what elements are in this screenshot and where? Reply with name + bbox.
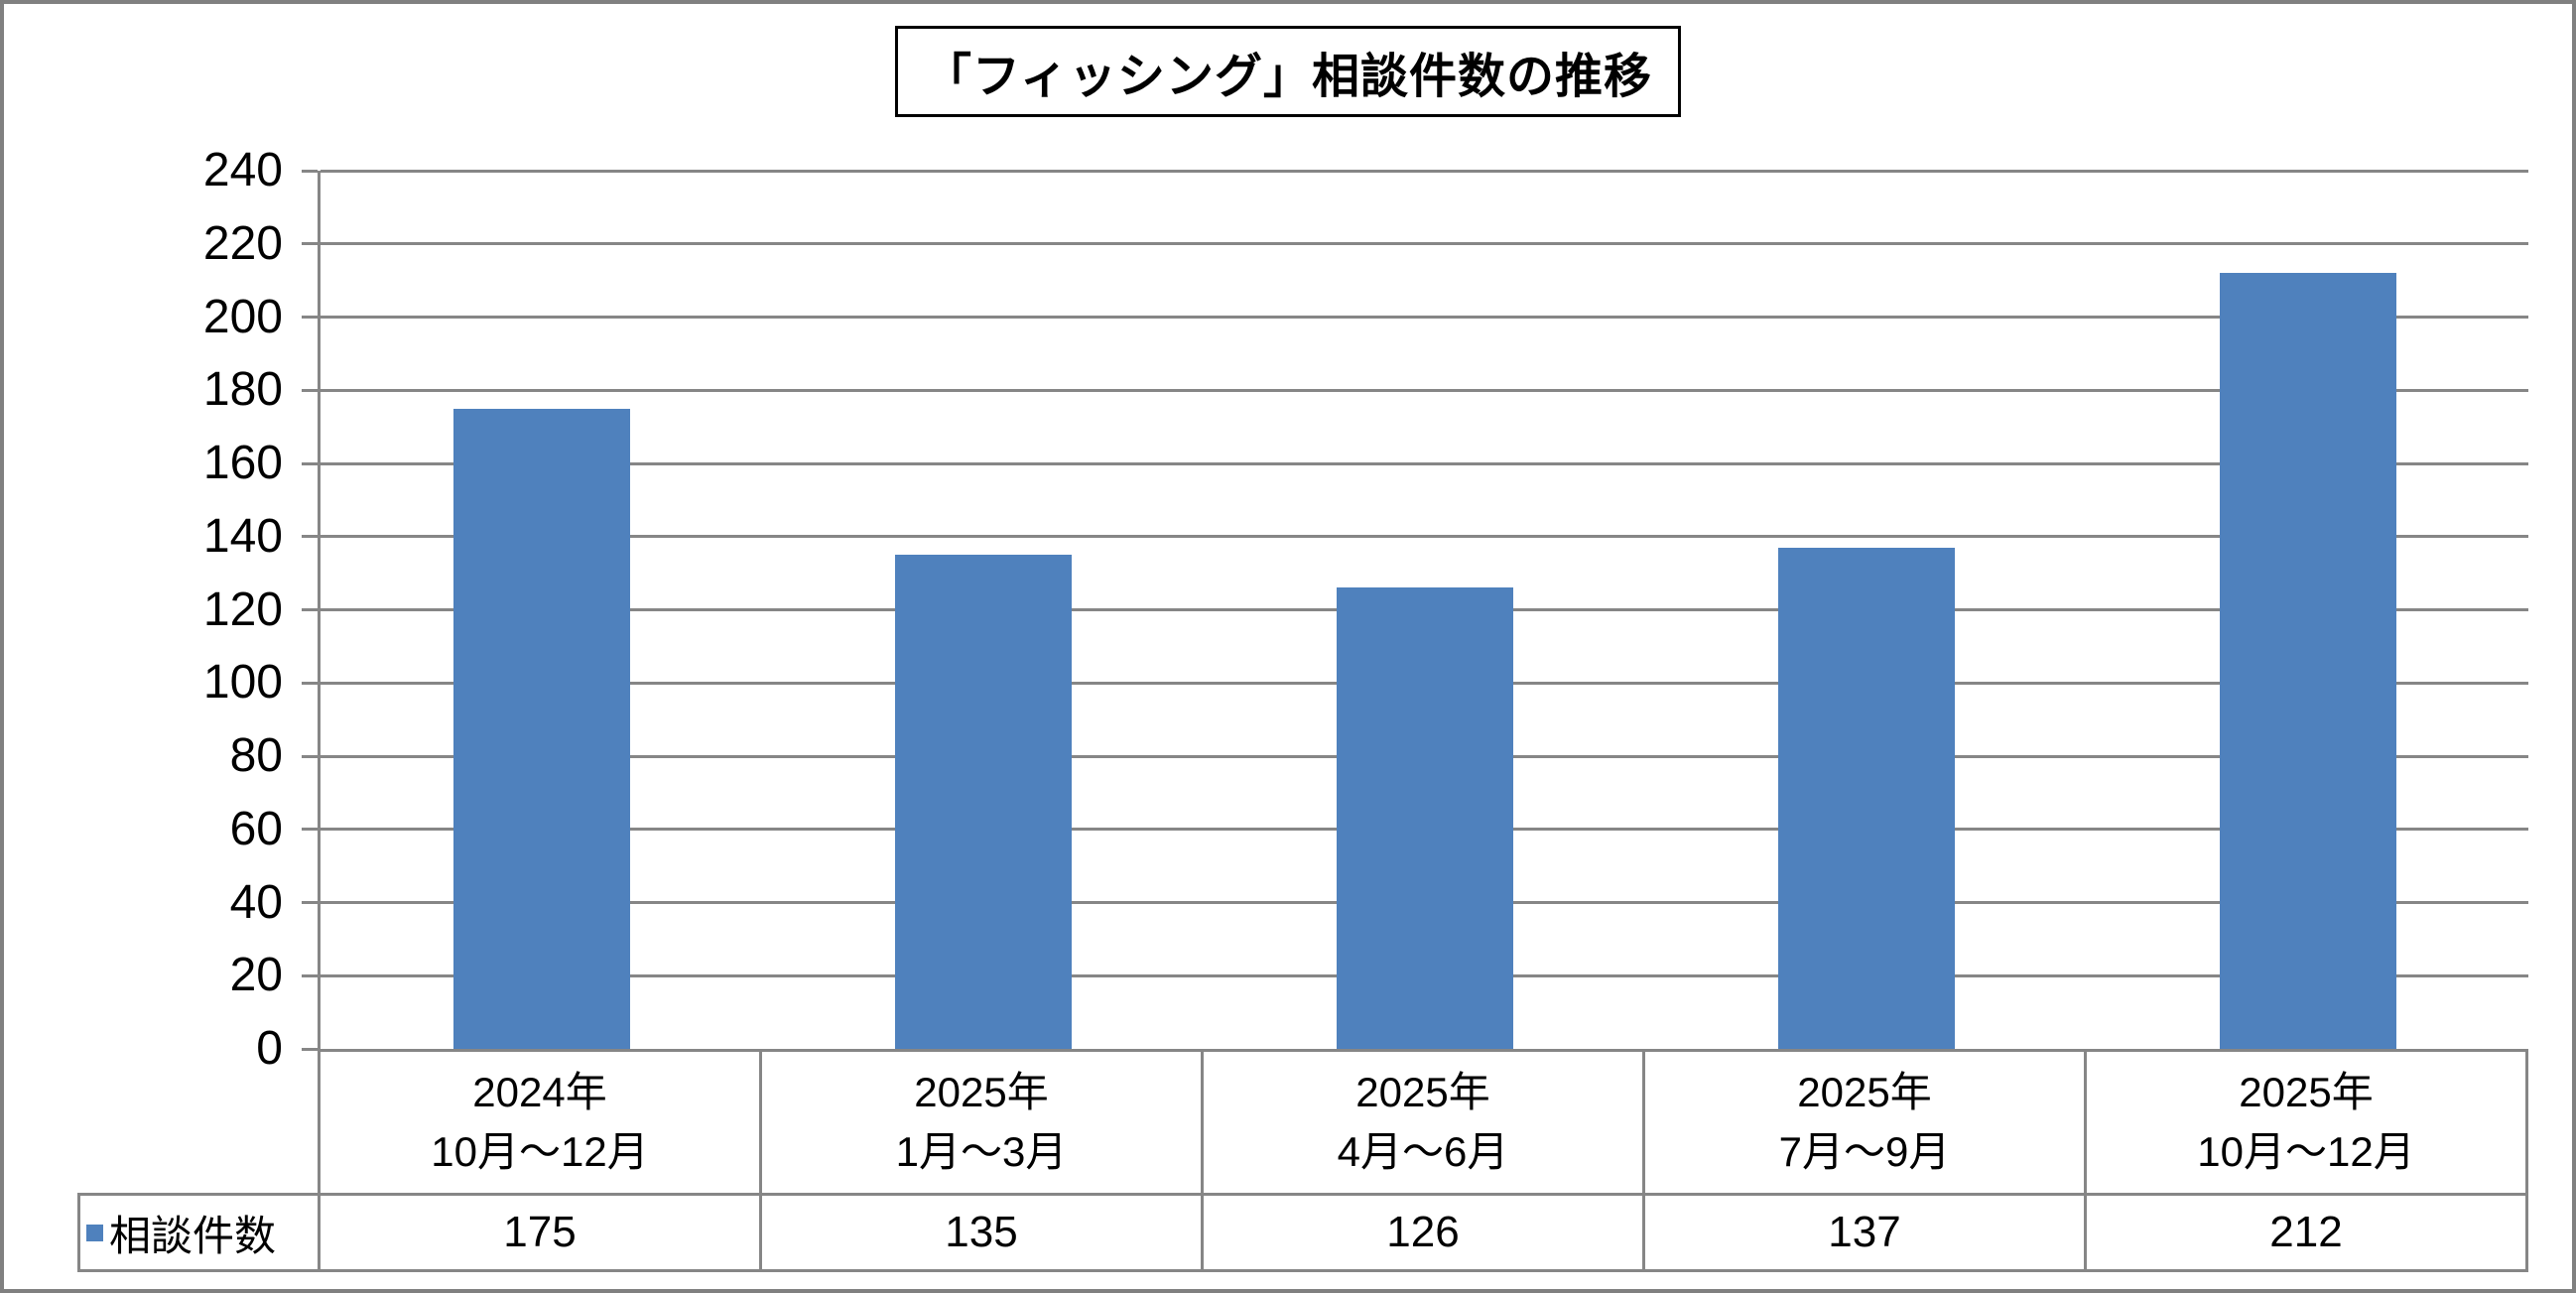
- gridline: [321, 316, 2528, 319]
- data-table-value-row: 相談件数 175 135 126 137 212: [77, 1193, 2528, 1272]
- bar-2025年 4月〜6月: [1336, 587, 1513, 1049]
- gridline: [321, 169, 2528, 173]
- category-label-line: 1月〜3月: [895, 1128, 1068, 1175]
- category-label-line: 10月〜12月: [2197, 1128, 2415, 1175]
- y-axis-tick-label: 120: [202, 582, 283, 636]
- gridline: [321, 461, 2528, 465]
- y-axis-tick-label: 0: [256, 1022, 283, 1075]
- y-axis-tick: [302, 242, 318, 246]
- table-value-cell: 175: [321, 1196, 762, 1269]
- y-axis-tick: [302, 388, 318, 392]
- table-value-cell: 212: [2269, 1208, 2343, 1256]
- category-label-line: 10月〜12月: [431, 1128, 649, 1175]
- bar-2025年 10月〜12月: [2219, 273, 2396, 1049]
- y-axis-tick-label: 160: [202, 437, 283, 489]
- category-label-line: 7月〜9月: [1778, 1128, 1951, 1175]
- chart-title: 「フィッシング」相談件数の推移: [894, 26, 1682, 117]
- legend-cell: 相談件数: [80, 1196, 321, 1269]
- category-row: 2024年 10月〜12月 2025年 1月〜3月 2025年 4月〜6月 2025年 7月〜…: [318, 1052, 2528, 1193]
- category-label-line: 2025年: [2239, 1069, 2374, 1115]
- category-cell: 2025年 1月〜3月: [762, 1052, 1204, 1193]
- y-axis-tick-label: 200: [202, 290, 283, 343]
- y-axis-tick-label: 20: [229, 949, 283, 1002]
- y-axis-tick: [302, 461, 318, 465]
- table-value-cell: 126: [1204, 1196, 1645, 1269]
- y-axis-tick-label: 220: [202, 216, 283, 270]
- legend-swatch-icon: [86, 1224, 103, 1241]
- legend-label: 相談件数: [109, 1212, 277, 1259]
- y-axis-tick: [302, 828, 318, 832]
- category-label-line: 2025年: [914, 1069, 1049, 1115]
- gridline: [321, 242, 2528, 246]
- y-axis-tick: [302, 608, 318, 611]
- gridline: [321, 535, 2528, 539]
- y-axis-tick: [302, 316, 318, 319]
- y-axis-tick-label: 180: [202, 363, 283, 417]
- y-axis-tick: [302, 1047, 318, 1051]
- gridline: [321, 388, 2528, 392]
- y-axis-tick-label: 80: [229, 729, 283, 782]
- category-label-line: 2025年: [1355, 1069, 1490, 1115]
- category-label-line: 4月〜6月: [1337, 1128, 1509, 1175]
- table-value-cell: 137: [1645, 1196, 2087, 1269]
- bar-2025年 1月〜3月: [894, 555, 1072, 1049]
- y-axis-tick: [302, 754, 318, 758]
- y-axis-tick: [302, 681, 318, 685]
- plot-area: [318, 169, 2528, 1052]
- y-axis-tick-label: 40: [229, 875, 283, 929]
- y-axis-tick-label: 140: [202, 509, 283, 563]
- y-axis-tick: [302, 901, 318, 904]
- y-axis-tick-label: 100: [202, 656, 283, 710]
- category-label-line: 2025年: [1797, 1069, 1932, 1115]
- y-axis-tick-label: 60: [229, 802, 283, 855]
- table-value-cell: 135: [762, 1196, 1204, 1269]
- y-axis-tick: [302, 169, 318, 173]
- chart-title-text: 「フィッシング」相談件数の推移: [923, 51, 1653, 103]
- category-cell: 2025年 10月〜12月: [2087, 1052, 2525, 1193]
- bar-2025年 7月〜9月: [1777, 547, 1955, 1049]
- category-cell: 2025年 7月〜9月: [1645, 1052, 2087, 1193]
- y-axis-tick-label: 240: [202, 144, 283, 196]
- category-cell: 2025年 4月〜6月: [1204, 1052, 1645, 1193]
- y-axis-tick: [302, 973, 318, 977]
- category-cell: 2024年 10月〜12月: [321, 1052, 762, 1193]
- y-axis-tick: [302, 535, 318, 539]
- category-label-line: 2024年: [472, 1069, 607, 1115]
- bar-2024年 10月〜12月: [452, 408, 630, 1049]
